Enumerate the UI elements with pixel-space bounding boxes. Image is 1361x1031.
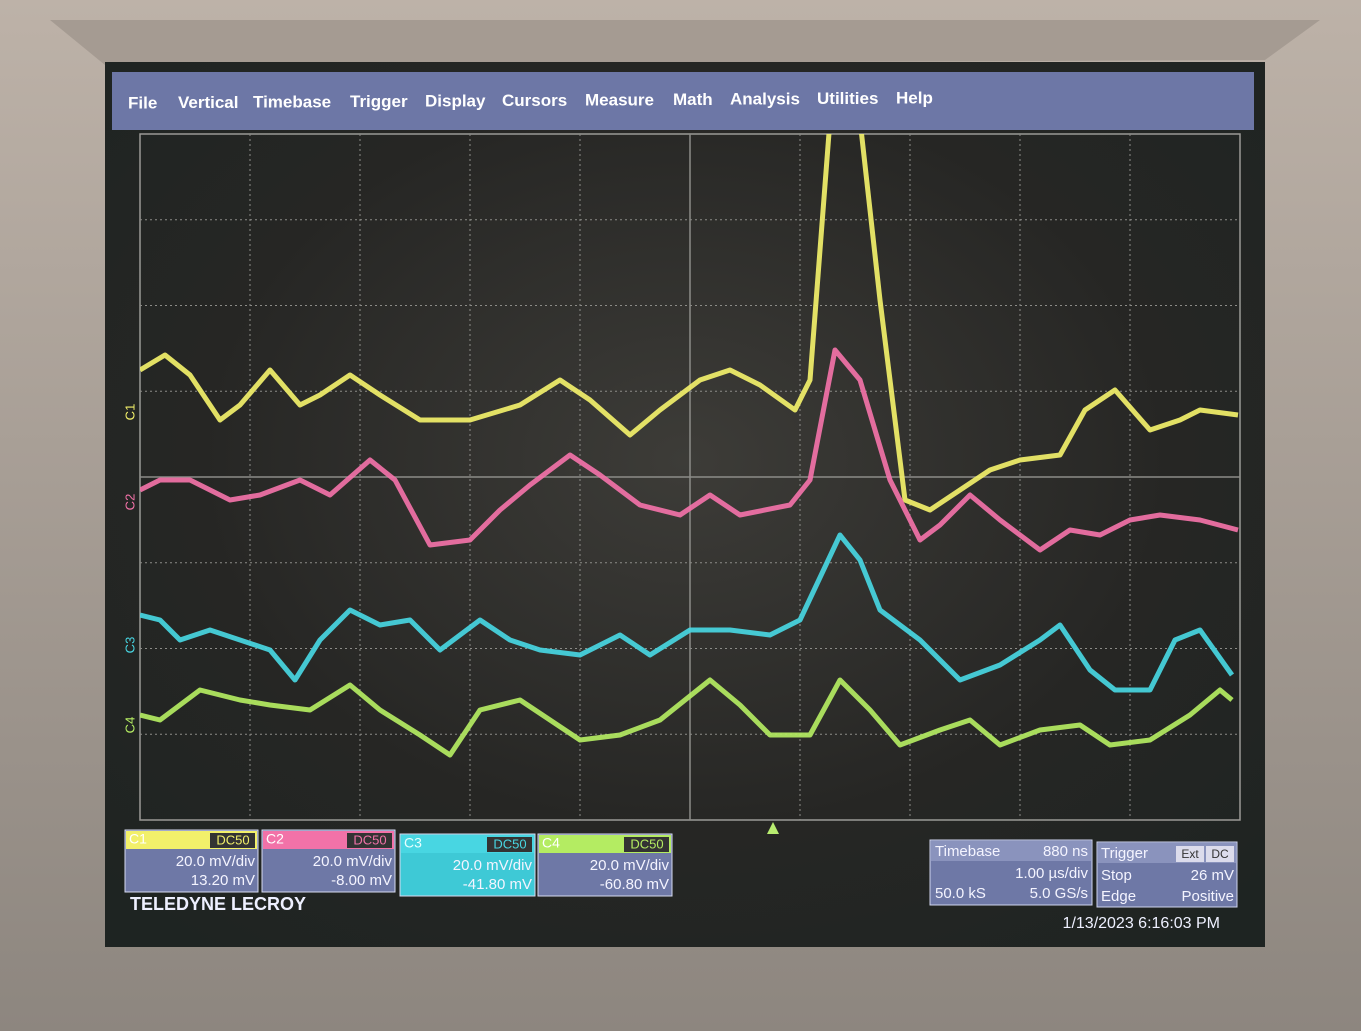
channel-scale: 20.0 mV/div	[176, 853, 256, 870]
trigger-title: Trigger	[1101, 845, 1148, 862]
menu-item[interactable]: Trigger	[350, 92, 408, 111]
channel-scale: 20.0 mV/div	[453, 857, 533, 874]
channel-coupling: DC50	[216, 832, 249, 847]
channel-offset: -41.80 mV	[463, 876, 532, 893]
trace-label: C3	[122, 637, 137, 654]
timebase-header	[931, 841, 1091, 861]
traces	[140, 134, 1239, 758]
menu-item[interactable]: Measure	[585, 90, 654, 109]
channel-scale: 20.0 mV/div	[590, 857, 670, 874]
timebase-samples: 50.0 kS	[935, 885, 986, 902]
menu-item[interactable]: Math	[673, 90, 713, 109]
trigger-mode: Stop	[1101, 867, 1132, 884]
channel-coupling: DC50	[493, 836, 526, 851]
timebase-title: Timebase	[935, 843, 1000, 860]
graticule	[139, 133, 1241, 821]
screen	[105, 62, 1265, 947]
menu-item[interactable]: Vertical	[178, 93, 239, 112]
channel-name: C2	[266, 831, 284, 847]
bezel-top	[50, 20, 1320, 65]
timestamp: 1/13/2023 6:16:03 PM	[1063, 915, 1220, 932]
menu-item[interactable]: Timebase	[253, 92, 331, 111]
trigger-source-box	[1176, 846, 1204, 862]
menu-item[interactable]: Analysis	[730, 89, 800, 108]
trace-label: C1	[122, 404, 137, 421]
trace-label: C2	[122, 494, 137, 511]
trigger-marker	[767, 822, 779, 834]
coupling-box	[624, 837, 669, 852]
brand: TELEDYNE LECROY	[130, 894, 306, 914]
coupling-box	[210, 833, 255, 848]
coupling-box	[347, 833, 392, 848]
channel-scale: 20.0 mV/div	[313, 853, 393, 870]
menu-item[interactable]: Cursors	[502, 91, 567, 110]
channel-name: C3	[404, 835, 422, 851]
trigger-slope: Positive	[1181, 888, 1234, 905]
trigger-coupling: DC	[1211, 847, 1229, 861]
channel-coupling: DC50	[353, 832, 386, 847]
menu-item[interactable]: Help	[896, 88, 933, 107]
trigger-level: 26 mV	[1191, 867, 1234, 884]
timebase-rate: 5.0 GS/s	[1030, 885, 1088, 902]
menu-bar	[112, 72, 1254, 130]
channel-offset: -60.80 mV	[600, 876, 669, 893]
trace-label: C4	[122, 717, 137, 734]
channel-panels: C1 DC50 20.0 mV/div 13.20 mV C2 DC50 20.0 mV/d…	[124, 829, 673, 897]
trigger-coupling-box	[1206, 846, 1234, 862]
channel-name: C4	[542, 835, 560, 851]
menu-item[interactable]: Display	[425, 91, 486, 110]
timebase-scale: 1.00 µs/div	[1015, 865, 1088, 882]
timebase-delay: 880 ns	[1043, 843, 1088, 860]
coupling-box	[487, 837, 532, 852]
menu-item[interactable]: File	[128, 93, 157, 112]
channel-offset: 13.20 mV	[191, 872, 255, 889]
trace-labels: C1 C2 C3 C4	[122, 404, 137, 734]
channel-name: C1	[129, 831, 147, 847]
channel-offset: -8.00 mV	[331, 872, 392, 889]
menu-item[interactable]: Utilities	[817, 89, 878, 108]
trace-c3	[140, 532, 1235, 693]
trace-c4	[140, 677, 1234, 758]
trace-c1	[140, 134, 1239, 513]
menu: File Vertical Timebase Trigger Display Cursor…	[128, 88, 933, 112]
trigger-source: Ext	[1181, 847, 1199, 861]
channel-coupling: DC50	[630, 836, 663, 851]
trigger-type: Edge	[1101, 888, 1136, 905]
trace-c2	[140, 347, 1239, 553]
